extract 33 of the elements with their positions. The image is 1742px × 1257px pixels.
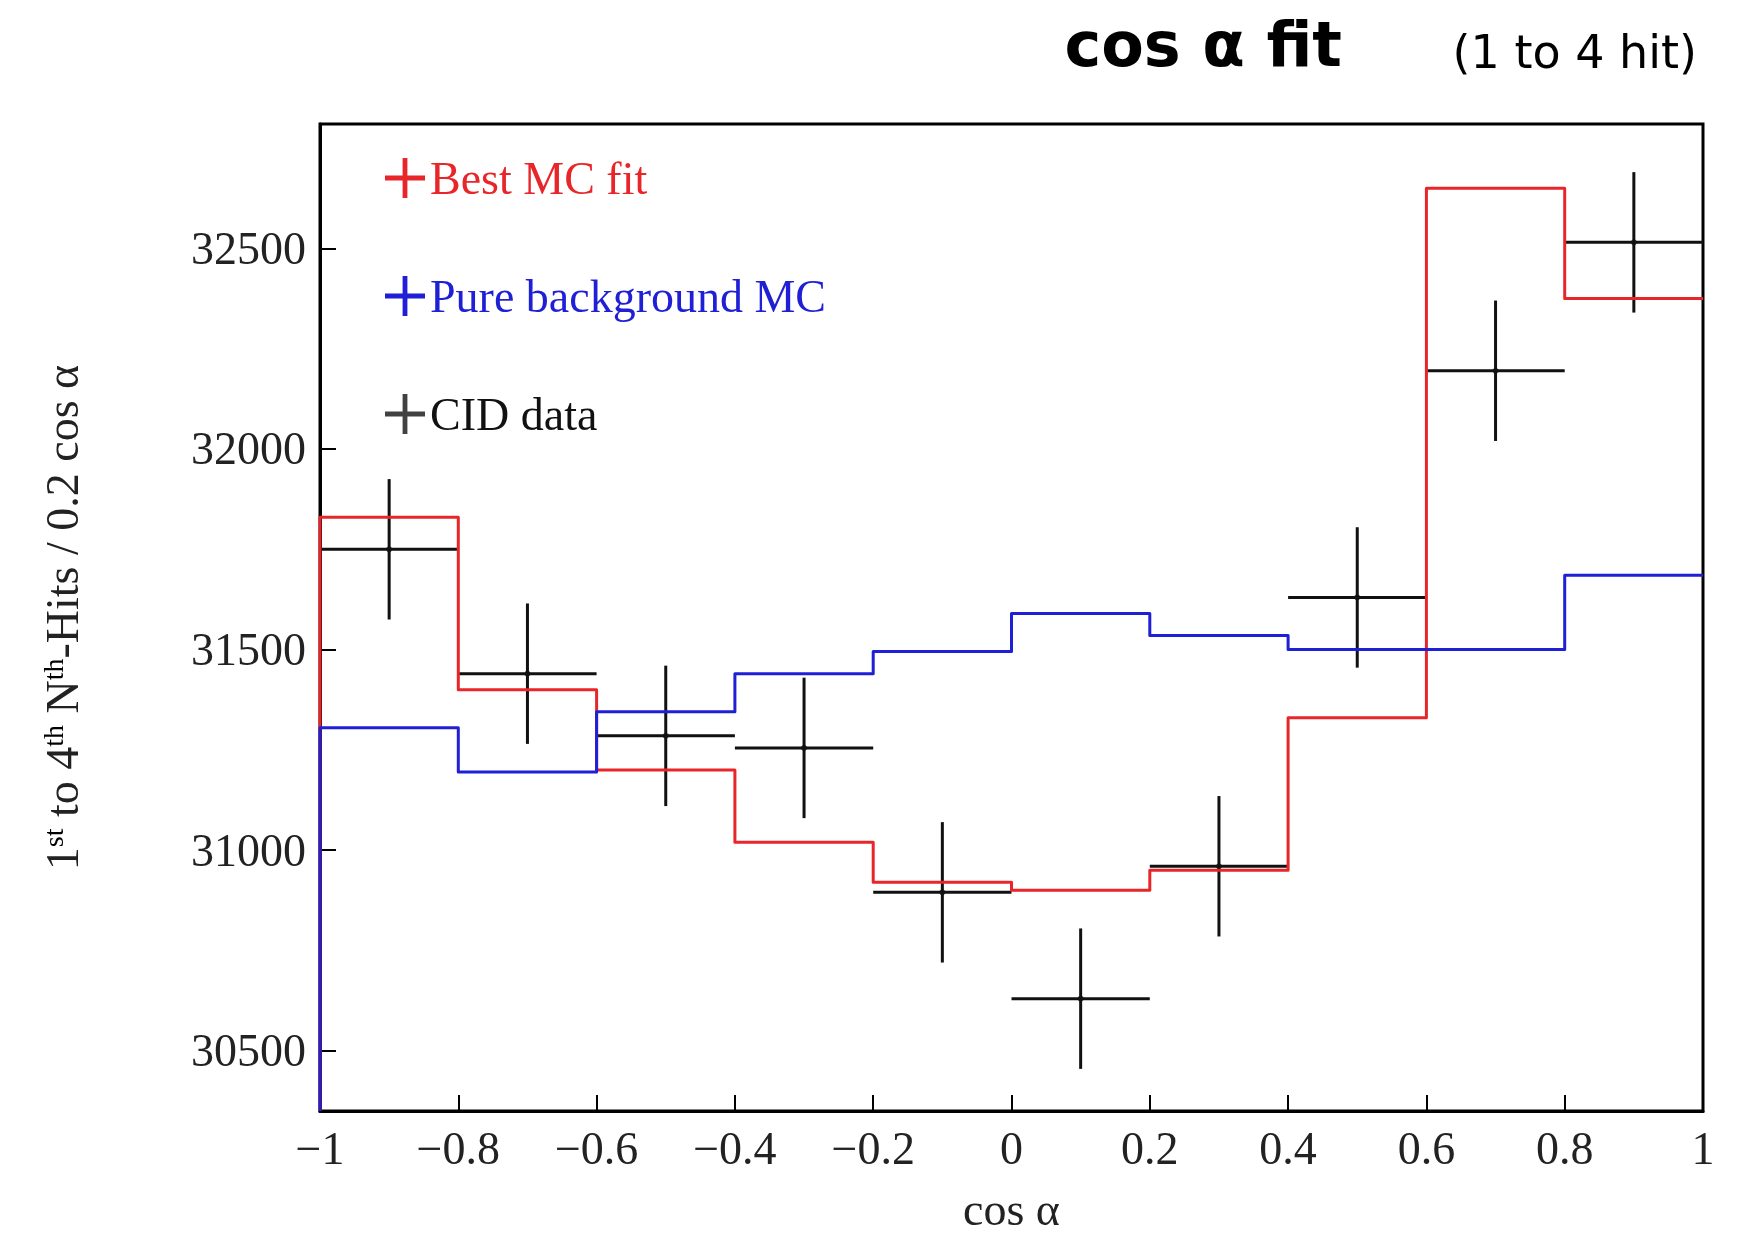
point — [662, 732, 669, 739]
point — [524, 670, 531, 677]
y-axis-title: 1st to 4th Nth-Hits / 0.2 cos α — [36, 364, 88, 871]
point — [1077, 995, 1084, 1002]
point — [801, 744, 808, 751]
y-tick-label: 31000 — [191, 824, 306, 876]
x-tick-label: 1 — [1691, 1122, 1715, 1174]
point — [1215, 863, 1222, 870]
x-tick-label: 0.4 — [1259, 1122, 1317, 1174]
chart-title: cos α fit — [1064, 7, 1342, 81]
y-tick-label: 32500 — [191, 222, 306, 274]
legend-label: Pure background MC — [430, 270, 827, 322]
chart-subtitle: (1 to 4 hit) — [1452, 25, 1698, 79]
x-tick-label: −0.6 — [554, 1122, 639, 1174]
y-tick-label: 30500 — [191, 1025, 306, 1077]
y-tick-label: 31500 — [191, 624, 306, 676]
legend-label: Best MC fit — [430, 152, 648, 204]
point — [1354, 594, 1361, 601]
x-tick-label: 0.2 — [1121, 1122, 1179, 1174]
x-axis-title: cos α — [963, 1183, 1060, 1235]
point — [1630, 239, 1637, 246]
point — [386, 546, 393, 553]
x-tick-label: 0.6 — [1397, 1122, 1456, 1174]
x-tick-label: −0.4 — [693, 1122, 777, 1174]
y-tick-label: 32000 — [191, 423, 306, 475]
x-tick-label: 0 — [1000, 1122, 1023, 1174]
x-tick-label: −0.8 — [416, 1122, 501, 1174]
point — [939, 889, 946, 896]
legend-label: CID data — [430, 388, 598, 440]
point — [1492, 367, 1499, 374]
x-tick-label: 0.8 — [1535, 1122, 1594, 1174]
x-tick-label: −1 — [295, 1122, 345, 1174]
x-tick-label: −0.2 — [831, 1122, 915, 1174]
